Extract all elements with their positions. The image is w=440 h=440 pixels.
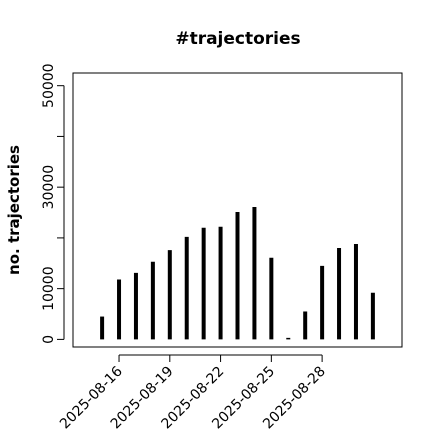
y-tick-label: 0 xyxy=(41,335,57,344)
y-tick-label: 50000 xyxy=(41,63,57,108)
chart-title: #trajectories xyxy=(175,29,300,49)
y-axis-label: no. trajectories xyxy=(5,145,23,275)
y-tick-label: 30000 xyxy=(41,165,57,210)
plot-box xyxy=(72,72,403,348)
y-tick-label: 10000 xyxy=(41,266,57,311)
